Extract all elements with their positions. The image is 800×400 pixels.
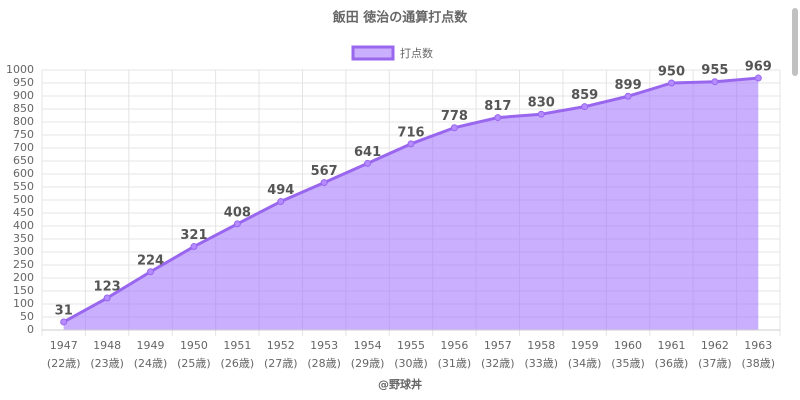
data-label: 859 — [571, 88, 598, 103]
data-label: 567 — [311, 164, 338, 179]
x-tick-sublabel: (34歳) — [568, 357, 602, 370]
data-label: 224 — [137, 253, 164, 268]
y-tick-label: 700 — [13, 141, 34, 154]
data-label: 830 — [528, 96, 555, 111]
chart-title: 飯田 徳治の通算打点数 — [332, 10, 469, 26]
point — [667, 79, 675, 87]
y-tick-label: 600 — [13, 167, 34, 180]
x-tick-label: 1955 — [397, 339, 425, 352]
x-tick-sublabel: (36歳) — [655, 357, 689, 370]
point — [364, 159, 372, 167]
data-label: 494 — [267, 183, 294, 198]
y-tick-label: 550 — [13, 180, 34, 193]
data-label: 641 — [354, 145, 381, 160]
y-tick-label: 250 — [13, 258, 34, 271]
legend-swatch — [351, 45, 395, 61]
x-tick-sublabel: (35歳) — [611, 357, 645, 370]
y-tick-label: 50 — [20, 310, 34, 323]
x-tick-sublabel: (25歳) — [177, 357, 211, 370]
point — [537, 110, 545, 118]
scrollbar[interactable] — [792, 8, 798, 76]
x-tick-label: 1961 — [657, 339, 685, 352]
data-label: 321 — [180, 228, 207, 243]
y-tick-label: 850 — [13, 102, 34, 115]
point — [190, 243, 198, 251]
point — [754, 74, 762, 82]
x-tick-sublabel: (38歳) — [741, 357, 775, 370]
point — [320, 179, 328, 187]
x-tick-label: 1956 — [440, 339, 468, 352]
x-tick-label: 1958 — [527, 339, 555, 352]
footer: @野球丼 — [378, 377, 422, 391]
x-tick-label: 1951 — [223, 339, 251, 352]
x-tick-label: 1949 — [137, 339, 165, 352]
data-label: 969 — [745, 60, 772, 75]
data-label: 408 — [224, 205, 251, 220]
data-label: 31 — [55, 303, 73, 318]
point — [60, 318, 68, 326]
point — [103, 294, 111, 302]
y-tick-label: 950 — [13, 76, 34, 89]
y-tick-label: 800 — [13, 115, 34, 128]
point — [233, 220, 241, 228]
y-tick-label: 400 — [13, 219, 34, 232]
x-tick-label: 1948 — [93, 339, 121, 352]
point — [494, 114, 502, 122]
x-tick-sublabel: (31歳) — [438, 357, 472, 370]
point — [581, 103, 589, 111]
point — [624, 92, 632, 100]
data-label: 899 — [614, 78, 641, 93]
y-tick-label: 350 — [13, 232, 34, 245]
y-tick-label: 300 — [13, 245, 34, 258]
data-label: 123 — [94, 280, 121, 295]
x-tick-label: 1954 — [354, 339, 382, 352]
data-label: 778 — [441, 109, 468, 124]
point — [711, 78, 719, 86]
x-tick-label: 1962 — [701, 339, 729, 352]
y-tick-label: 1000 — [6, 63, 34, 76]
x-tick-sublabel: (24歳) — [134, 357, 168, 370]
point — [277, 198, 285, 206]
data-label: 716 — [397, 125, 424, 140]
point — [407, 140, 415, 148]
x-tick-label: 1950 — [180, 339, 208, 352]
x-tick-sublabel: (32歳) — [481, 357, 515, 370]
y-tick-label: 650 — [13, 154, 34, 167]
data-label: 950 — [658, 65, 685, 80]
x-tick-sublabel: (27歳) — [264, 357, 298, 370]
data-label: 955 — [701, 63, 728, 78]
y-tick-label: 100 — [13, 297, 34, 310]
x-tick-label: 1957 — [484, 339, 512, 352]
x-tick-sublabel: (22歳) — [47, 357, 81, 370]
area — [63, 78, 759, 330]
x-tick-sublabel: (29歳) — [351, 357, 385, 370]
x-tick-sublabel: (33歳) — [524, 357, 558, 370]
x-tick-label: 1963 — [744, 339, 772, 352]
x-tick-label: 1959 — [571, 339, 599, 352]
x-tick-sublabel: (26歳) — [221, 357, 255, 370]
x-tick-label: 1953 — [310, 339, 338, 352]
y-tick-label: 450 — [13, 206, 34, 219]
y-tick-label: 0 — [27, 323, 34, 336]
x-tick-label: 1952 — [267, 339, 295, 352]
y-tick-label: 200 — [13, 271, 34, 284]
legend-label: 打点数 — [400, 46, 433, 60]
y-tick-label: 150 — [13, 284, 34, 297]
point — [147, 268, 155, 276]
point — [450, 124, 458, 132]
x-tick-sublabel: (30歳) — [394, 357, 428, 370]
data-label: 817 — [484, 99, 511, 114]
x-tick-sublabel: (23歳) — [90, 357, 124, 370]
y-tick-label: 750 — [13, 128, 34, 141]
x-tick-sublabel: (28歳) — [307, 357, 341, 370]
x-tick-label: 1947 — [50, 339, 78, 352]
x-tick-label: 1960 — [614, 339, 642, 352]
y-tick-label: 900 — [13, 89, 34, 102]
y-tick-label: 500 — [13, 193, 34, 206]
x-tick-sublabel: (37歳) — [698, 357, 732, 370]
